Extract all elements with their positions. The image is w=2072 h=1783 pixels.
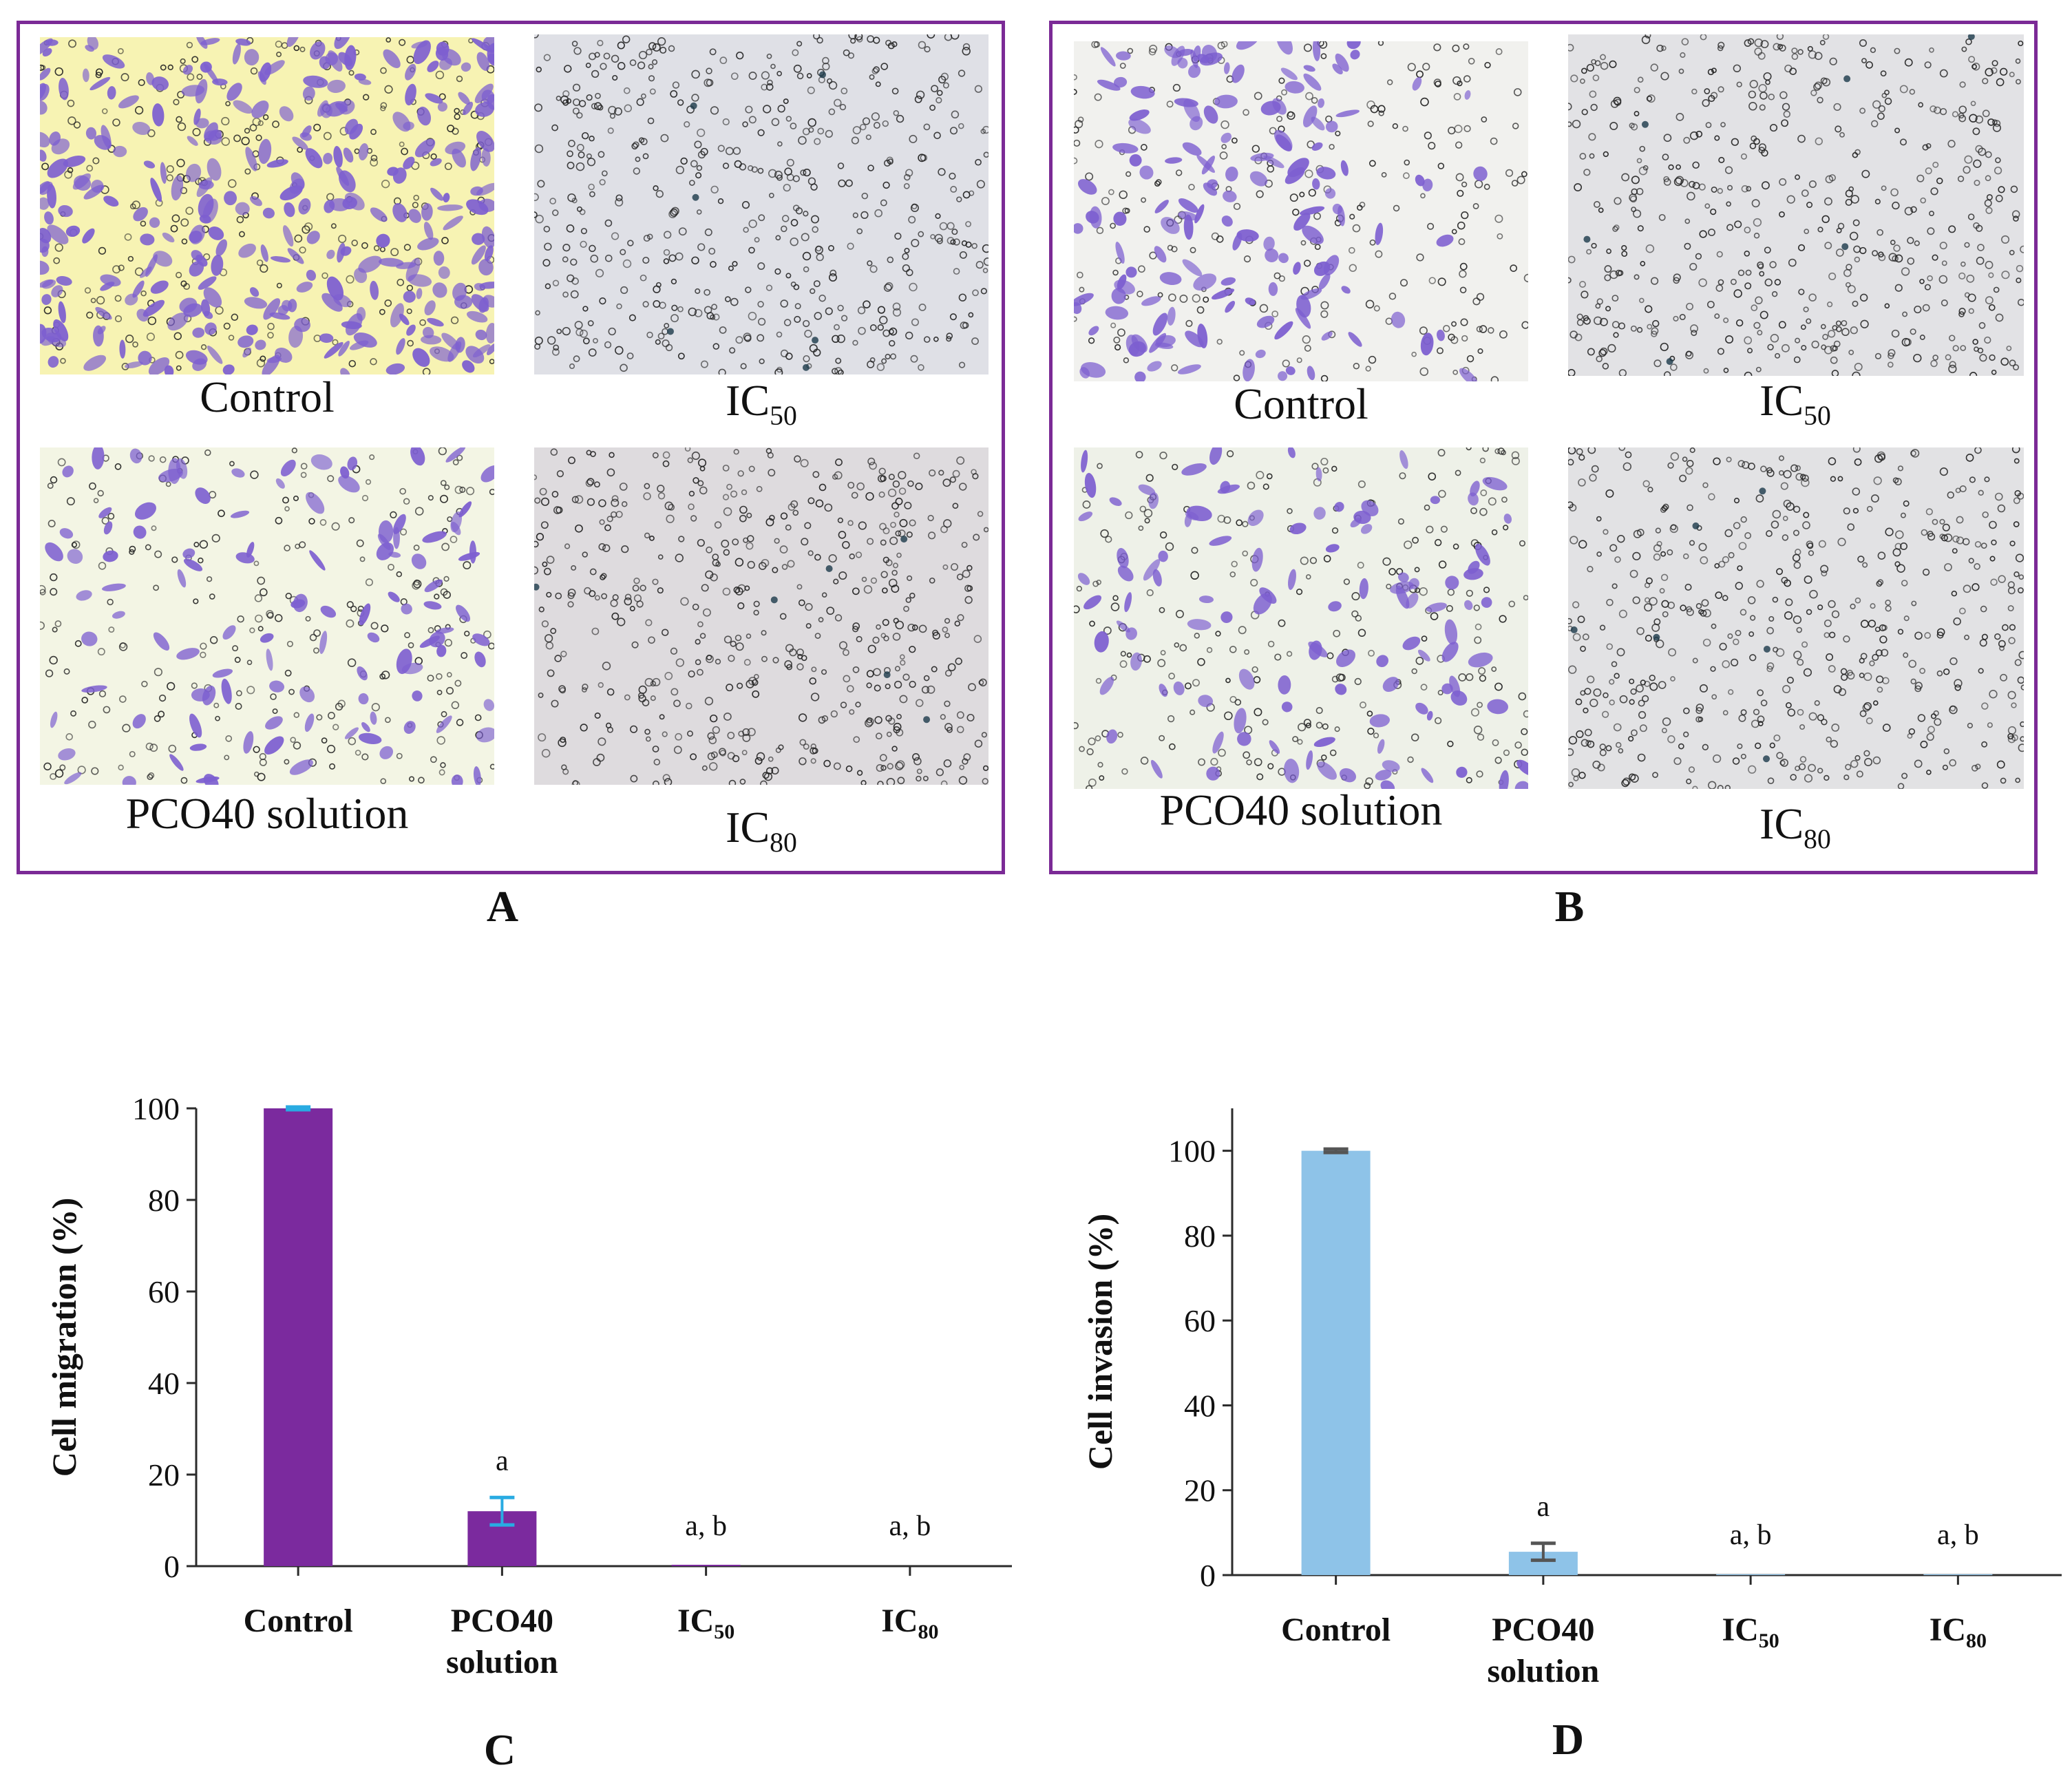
micrograph-background	[1568, 34, 2024, 376]
y-tick-label: 80	[148, 1183, 180, 1218]
x-tick-label: PCO40	[451, 1603, 553, 1639]
x-tick-label: Control	[244, 1603, 353, 1639]
y-tick-label: 60	[148, 1274, 180, 1309]
significance-label: a, b	[1937, 1519, 1979, 1551]
micrograph-a-ic50	[534, 34, 989, 374]
label-a-pco40: PCO40 solution	[125, 789, 409, 838]
label-a-ic80: IC80	[726, 803, 797, 858]
bar	[467, 1511, 537, 1566]
y-tick-label: 60	[1184, 1303, 1216, 1338]
micrograph-b-ic80	[1568, 447, 2024, 789]
x-tick-label: PCO40	[1492, 1612, 1594, 1648]
x-tick-label: IC80	[1930, 1612, 1987, 1652]
label-b-ic50: IC50	[1759, 376, 1831, 431]
label-a-ic50: IC50	[726, 376, 797, 431]
significance-label: a	[496, 1445, 509, 1477]
bar	[264, 1108, 333, 1566]
significance-label: a	[1537, 1491, 1550, 1523]
significance-label: a, b	[685, 1510, 727, 1542]
y-tick-label: 40	[1184, 1388, 1216, 1423]
y-axis-label: Cell invasion (%)	[1081, 1214, 1119, 1470]
x-tick-label: IC50	[677, 1603, 734, 1643]
y-tick-label: 80	[1184, 1218, 1216, 1254]
micrograph-b-pco40	[1074, 447, 1528, 789]
micrograph-background	[534, 34, 989, 374]
y-tick-label: 20	[1184, 1473, 1216, 1508]
significance-label: a, b	[889, 1510, 931, 1542]
label-b-pco40: PCO40 solution	[1159, 785, 1443, 834]
bar	[1716, 1574, 1786, 1575]
micrograph-a-ic80	[534, 447, 989, 785]
micrograph-b-ic50	[1568, 34, 2024, 376]
x-tick-label-line2: solution	[1488, 1653, 1600, 1689]
bar	[1923, 1574, 1993, 1575]
y-tick-label: 0	[164, 1549, 180, 1584]
x-tick-label-line2: solution	[446, 1644, 558, 1680]
y-tick-label: 20	[148, 1457, 180, 1492]
x-tick-label: Control	[1281, 1612, 1391, 1648]
panel-letter-d: D	[1552, 1715, 1585, 1764]
micrograph-background	[1074, 447, 1528, 789]
panel-letter-c: C	[483, 1725, 516, 1774]
significance-label: a, b	[1730, 1519, 1772, 1551]
bar	[1301, 1150, 1371, 1575]
panel-letter-b: B	[1554, 882, 1585, 931]
y-tick-label: 40	[148, 1366, 180, 1401]
bar	[671, 1565, 741, 1566]
micrograph-background	[534, 447, 989, 785]
y-tick-label: 100	[1168, 1134, 1216, 1169]
y-axis-label: Cell migration (%)	[45, 1198, 83, 1477]
x-tick-label: IC50	[1722, 1612, 1779, 1652]
bar	[1508, 1552, 1578, 1575]
micrograph-a-control	[40, 37, 494, 374]
y-tick-label: 0	[1200, 1558, 1216, 1593]
micrograph-background	[1568, 447, 2024, 789]
micrograph-a-pco40	[40, 447, 494, 785]
x-tick-label: IC80	[881, 1603, 938, 1643]
label-b-ic80: IC80	[1759, 799, 1831, 854]
label-a-control: Control	[200, 372, 335, 421]
label-b-control: Control	[1234, 379, 1368, 428]
panel-letter-a: A	[486, 882, 519, 931]
micrograph-b-control	[1074, 41, 1528, 381]
y-tick-label: 100	[132, 1091, 180, 1126]
